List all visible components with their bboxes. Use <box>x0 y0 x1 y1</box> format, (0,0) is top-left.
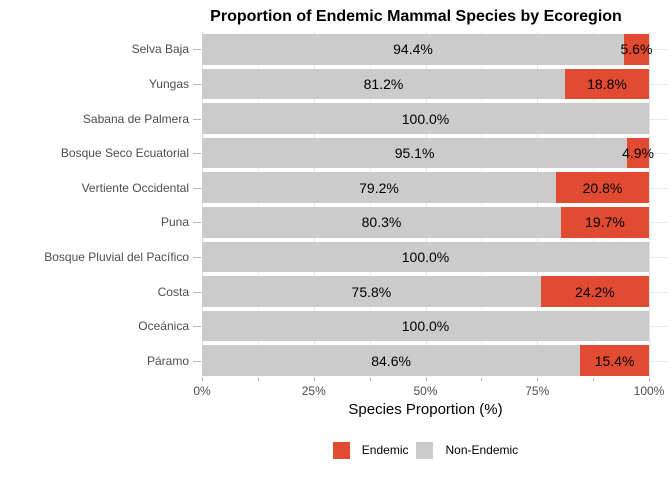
bar-segment-endemic: 24.2% <box>540 276 649 307</box>
gridline-major <box>313 32 315 378</box>
y-axis-tick <box>193 291 201 293</box>
y-axis-tick <box>193 222 201 224</box>
bar-segment-non-endemic: 100.0% <box>202 103 649 134</box>
legend: Endemic Non-Endemic <box>202 440 649 460</box>
chart-title: Proportion of Endemic Mammal Species by … <box>210 8 622 25</box>
segment-value-label: 75.8% <box>351 283 392 300</box>
segment-value-label: 24.2% <box>575 283 615 300</box>
legend-label-non-endemic: Non-Endemic <box>445 443 519 457</box>
y-axis-category-label: Selva Baja <box>131 42 189 57</box>
x-axis-tick <box>425 378 427 381</box>
segment-value-label: 18.8% <box>587 75 627 92</box>
segment-value-label: 94.4% <box>393 41 433 58</box>
segment-value-label: 100.0% <box>401 248 450 265</box>
bar-segment-endemic: 4.9% <box>622 137 654 169</box>
x-axis-tick <box>537 378 539 381</box>
x-axis-tick <box>369 378 371 381</box>
y-axis-tick <box>193 326 201 328</box>
gridline-minor <box>481 32 483 378</box>
y-axis-tick <box>193 118 201 120</box>
x-axis-tick <box>649 378 650 381</box>
y-axis-tick <box>193 83 201 85</box>
segment-value-label: 5.6% <box>620 41 653 58</box>
y-axis-category-label: Bosque Seco Ecuatorial <box>60 146 189 161</box>
x-tick-label: 25% <box>301 384 326 398</box>
segment-value-label: 84.6% <box>371 352 411 369</box>
gridline-minor <box>369 32 371 378</box>
bar-segment-non-endemic: 80.3% <box>202 207 561 238</box>
gridline-major <box>649 32 650 378</box>
y-axis-tick <box>193 360 201 362</box>
y-axis-tick <box>193 187 201 189</box>
x-tick-label: 50% <box>413 384 438 398</box>
y-axis-category-label: Puna <box>160 215 189 230</box>
bar-segment-non-endemic: 95.1% <box>202 137 628 169</box>
segment-value-label: 79.2% <box>359 179 399 196</box>
y-axis-tick <box>193 153 201 155</box>
bar-segment-non-endemic: 94.4% <box>202 34 624 65</box>
gridline-major <box>537 32 539 378</box>
segment-value-label: 20.8% <box>582 179 623 196</box>
segment-value-label: 95.1% <box>394 145 435 162</box>
bar-row: 94.4% 5.6% <box>202 34 652 65</box>
segment-value-label: 100.0% <box>401 318 450 335</box>
bar-row: 100.0% <box>202 310 649 342</box>
bar-segment-endemic: 19.7% <box>560 207 649 238</box>
y-axis-category-label: Páramo <box>146 353 189 368</box>
bar-row: 100.0% <box>202 103 649 134</box>
x-axis-title: Species Proportion (%) <box>348 401 503 418</box>
gridline-major <box>202 32 203 378</box>
bar-segment-endemic: 20.8% <box>556 172 649 203</box>
x-tick-label: 75% <box>525 384 550 398</box>
bar-row: 79.2% 20.8% <box>202 172 649 203</box>
y-axis-category-label: Vertiente Occidental <box>81 180 189 195</box>
y-axis-category-label: Yungas <box>148 76 189 91</box>
segment-value-label: 81.2% <box>363 75 404 92</box>
gridline-minor <box>593 32 595 378</box>
x-tick-label: 100% <box>633 384 665 398</box>
gridline-major <box>425 32 427 378</box>
bar-row: 84.6% 15.4% <box>202 345 649 376</box>
bar-segment-non-endemic: 100.0% <box>202 241 649 273</box>
bar-row: 80.3% 19.7% <box>202 207 649 238</box>
bar-segment-endemic: 15.4% <box>580 345 649 376</box>
y-axis-tick <box>193 256 201 258</box>
legend-label-endemic: Endemic <box>361 443 409 457</box>
legend-entry-endemic: Endemic <box>332 441 409 459</box>
x-axis-tick <box>313 378 315 381</box>
x-tick-label: 0% <box>193 384 211 398</box>
segment-value-label: 100.0% <box>401 110 450 127</box>
bar-segment-non-endemic: 79.2% <box>202 172 557 203</box>
bar-row: 95.1% 4.9% <box>202 137 654 169</box>
legend-swatch-endemic-icon <box>332 441 350 459</box>
y-axis-category-label: Oceánica <box>138 319 189 334</box>
x-axis-tick <box>593 378 595 381</box>
y-axis-category-label: Sabana de Palmera <box>82 111 189 126</box>
segment-value-label: 4.9% <box>622 145 654 162</box>
y-axis-tick <box>193 49 201 51</box>
bar-row: 75.8% 24.2% <box>202 276 649 307</box>
x-axis-tick <box>257 378 259 381</box>
bar-segment-endemic: 5.6% <box>621 34 652 65</box>
segment-value-label: 19.7% <box>585 214 625 231</box>
y-axis-category-label: Costa <box>157 284 189 299</box>
bar-row: 100.0% <box>202 241 649 273</box>
bar-segment-non-endemic: 81.2% <box>202 68 565 100</box>
x-axis-tick <box>481 378 483 381</box>
segment-value-label: 80.3% <box>361 214 402 231</box>
gridline-minor <box>257 32 259 378</box>
x-axis-tick <box>202 378 203 381</box>
legend-swatch-non-endemic-icon <box>416 441 434 459</box>
bar-segment-non-endemic: 75.8% <box>202 276 541 307</box>
bar-segment-non-endemic: 84.6% <box>202 345 581 376</box>
bar-segment-non-endemic: 100.0% <box>202 310 649 342</box>
legend-entry-non-endemic: Non-Endemic <box>416 441 519 459</box>
y-axis-category-label: Bosque Pluvial del Pacífico <box>44 249 189 264</box>
bar-segment-endemic: 18.8% <box>564 68 649 100</box>
segment-value-label: 15.4% <box>594 352 635 369</box>
bar-row: 81.2% 18.8% <box>202 68 649 100</box>
